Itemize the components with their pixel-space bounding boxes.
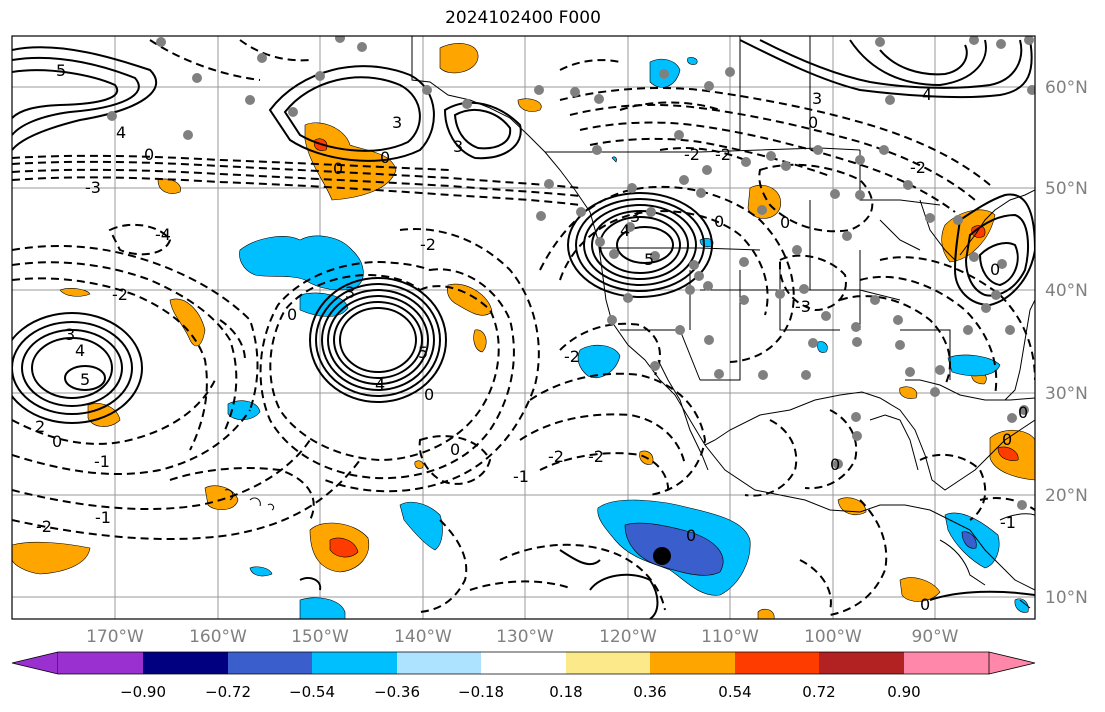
station-dots <box>107 36 1035 565</box>
contour-label: -2 <box>715 145 731 164</box>
contour-label: -2 <box>564 347 580 366</box>
colorbar-tick-label: −0.90 <box>120 683 166 701</box>
colorbar-tick-label: −0.72 <box>205 683 251 701</box>
lon-tick-label: 160°W <box>189 627 247 647</box>
solid-contours <box>12 39 1035 619</box>
lon-tick-label: 120°W <box>599 627 657 647</box>
lat-tick-label: 20°N <box>1045 486 1088 506</box>
contour-label: -2 <box>112 285 128 304</box>
colorbar-segment <box>566 652 650 674</box>
contour-label: 3 <box>392 113 402 132</box>
contour-label: -2 <box>588 447 604 466</box>
contour-label: 5 <box>418 343 428 362</box>
contour-label: 0 <box>144 145 154 164</box>
contour-label: 0 <box>780 213 790 232</box>
contour-label: 0 <box>1002 430 1012 449</box>
contour-label: 0 <box>808 113 818 132</box>
colorbar-segment <box>650 652 735 674</box>
contour-label: -1 <box>513 467 529 486</box>
contour-label: 0 <box>424 385 434 404</box>
contour-label: 4 <box>116 123 126 142</box>
contour-label: -4 <box>155 225 171 244</box>
colorbar-segment <box>143 652 228 674</box>
contour-label: 4 <box>75 341 85 360</box>
contour-label: 0 <box>333 159 343 178</box>
contour-label: -2 <box>548 447 564 466</box>
contour-label: 0 <box>450 440 460 459</box>
contour-label: 5 <box>644 250 654 269</box>
contour-label: 3 <box>345 283 355 302</box>
contour-label: 3 <box>65 325 75 344</box>
colorbar-tick-label: 0.90 <box>887 683 920 701</box>
colorbar-under <box>11 651 59 675</box>
colorbar-tick-label: −0.54 <box>289 683 335 701</box>
colorbar-segment <box>58 652 143 674</box>
contour-label: 0 <box>1018 403 1028 422</box>
contour-label: 4 <box>620 221 630 240</box>
lon-tick-label: 150°W <box>291 627 349 647</box>
contour-label: 0 <box>920 595 930 614</box>
lat-tick-label: 50°N <box>1045 179 1088 199</box>
contour-labels: 5 4 3 3 0 0 0 -3 -4 -2 3 4 5 2 0 -1 -1 -… <box>35 61 1028 614</box>
contour-label: 3 <box>812 89 822 108</box>
contour-label: 0 <box>287 305 297 324</box>
lat-tick-labels: 60°N 50°N 40°N 30°N 20°N 10°N <box>1045 78 1088 608</box>
colorbar-segment <box>481 652 566 674</box>
colorbar-segment <box>228 652 312 674</box>
lon-tick-label: 110°W <box>701 627 759 647</box>
colorbar-tick-label: 0.54 <box>718 683 751 701</box>
contour-label: -1 <box>1000 513 1016 532</box>
lon-tick-label: 90°W <box>912 627 959 647</box>
colorbar-tick-label: 0.72 <box>802 683 835 701</box>
colorbar-segment <box>904 652 989 674</box>
contour-label: -2 <box>36 517 52 536</box>
colorbar-over <box>988 651 1036 675</box>
lat-tick-label: 60°N <box>1045 78 1088 98</box>
lon-tick-label: 170°W <box>86 627 144 647</box>
contour-label: 0 <box>686 526 696 545</box>
lon-tick-label: 130°W <box>496 627 554 647</box>
colorbar-segment <box>312 652 397 674</box>
colorbar-tick-label: −0.36 <box>374 683 420 701</box>
colorbar <box>11 651 1036 675</box>
contour-label: 0 <box>52 432 62 451</box>
contour-label: 2 <box>35 417 45 436</box>
lat-tick-label: 10°N <box>1045 588 1088 608</box>
contour-label: 5 <box>56 61 66 80</box>
contour-label: 5 <box>80 370 90 389</box>
contour-label: -3 <box>85 178 101 197</box>
dashed-contours <box>12 39 1035 616</box>
contour-label: -3 <box>795 297 811 316</box>
contour-label: -1 <box>94 452 110 471</box>
colorbar-segment <box>397 652 481 674</box>
contour-label: -1 <box>95 508 111 527</box>
contour-label: 3 <box>630 207 640 226</box>
contour-label: 0 <box>380 148 390 167</box>
contour-label: 0 <box>714 212 724 231</box>
contour-label: 3 <box>453 137 463 156</box>
colorbar-segment <box>735 652 819 674</box>
colorbar-tick-label: 0.36 <box>633 683 666 701</box>
map-title: 2024102400 F000 <box>445 8 601 28</box>
contour-label: -2 <box>420 235 436 254</box>
colorbar-tick-label: −0.18 <box>458 683 504 701</box>
colorbar-segment <box>819 652 904 674</box>
lon-tick-label: 100°W <box>804 627 862 647</box>
lon-tick-labels: 170°W 160°W 150°W 140°W 130°W 120°W 110°… <box>86 627 959 647</box>
contour-label: 0 <box>990 260 1000 279</box>
contour-label: 0 <box>830 455 840 474</box>
contour-label: 4 <box>375 375 385 394</box>
lat-tick-label: 40°N <box>1045 281 1088 301</box>
lat-tick-label: 30°N <box>1045 384 1088 404</box>
plot-frame <box>11 35 1036 620</box>
contour-label: -2 <box>684 145 700 164</box>
contour-label: 4 <box>922 85 932 104</box>
lon-tick-label: 140°W <box>394 627 452 647</box>
contour-label: -2 <box>910 158 926 177</box>
colorbar-tick-labels: −0.90 −0.72 −0.54 −0.36 −0.18 0.18 0.36 … <box>120 683 921 701</box>
colorbar-tick-label: 0.18 <box>549 683 582 701</box>
